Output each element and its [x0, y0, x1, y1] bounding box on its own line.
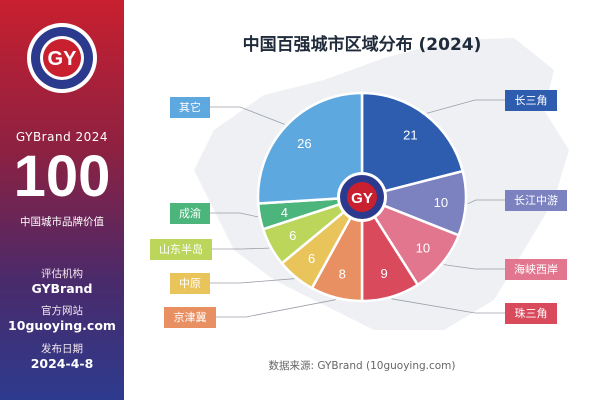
site-value: 10guoying.com — [8, 318, 116, 333]
slice-value-label: 10 — [434, 195, 448, 210]
slice-value-label: 6 — [308, 251, 315, 266]
date-value: 2024-4-8 — [30, 356, 94, 371]
leader-line — [210, 278, 295, 284]
legend-label: 中原 — [170, 273, 210, 294]
center-logo-text: GY — [351, 190, 373, 207]
slice-value-label: 9 — [380, 266, 387, 281]
leader-line — [216, 299, 336, 318]
leader-line — [467, 199, 505, 205]
pie-slice — [256, 91, 364, 205]
org-label: 评估机构 — [41, 268, 83, 280]
slice-value-label: 6 — [289, 228, 296, 243]
gy-institute-logo: GY — [27, 23, 97, 93]
site-label: 官方网站 — [41, 305, 83, 317]
slice-value-label: 10 — [416, 240, 430, 255]
legend-label: 珠三角 — [505, 303, 557, 324]
chart-title: 中国百强城市区域分布 (2024) — [242, 35, 482, 55]
sidebar-subtitle: 中国城市品牌价值 — [20, 216, 104, 228]
slice-value-label: 26 — [297, 136, 311, 151]
leader-line — [210, 212, 258, 218]
chart-area: 21 10 10 9 8 6 6 4 26 GY 中国百强城市区域分布 (2024) 长三角 长江… — [124, 0, 600, 400]
center-logo: GY — [337, 172, 387, 222]
brand-year-line: GYBrand 2024 — [15, 130, 109, 144]
org-value: GYBrand — [31, 281, 93, 296]
legend-label: 其它 — [170, 97, 210, 118]
legend-label: 海峡西岸 — [505, 259, 567, 280]
leader-line — [443, 264, 505, 270]
legend-label: 成渝 — [170, 203, 210, 224]
big-number: 100 — [13, 144, 111, 209]
pie-slice — [360, 91, 465, 199]
legend-label: 长三角 — [505, 90, 557, 111]
date-label: 发布日期 — [41, 343, 83, 355]
data-source: 数据来源: GYBrand (10guoying.com) — [268, 360, 456, 372]
slice-value-label: 8 — [339, 267, 346, 282]
leader-line — [426, 99, 505, 114]
legend-label: 京津冀 — [164, 307, 216, 328]
leader-line — [391, 298, 505, 314]
slice-value-label: 21 — [403, 128, 417, 143]
leader-line — [212, 247, 270, 250]
logo-text: GY — [48, 48, 78, 70]
legend-label: 长江中游 — [505, 190, 567, 211]
sidebar: GY GYBrand 2024 100 中国城市品牌价值 评估机构 GYBran… — [0, 0, 124, 400]
slice-value-label: 4 — [281, 205, 288, 220]
legend-label: 山东半岛 — [150, 239, 212, 260]
leader-line — [210, 106, 285, 125]
